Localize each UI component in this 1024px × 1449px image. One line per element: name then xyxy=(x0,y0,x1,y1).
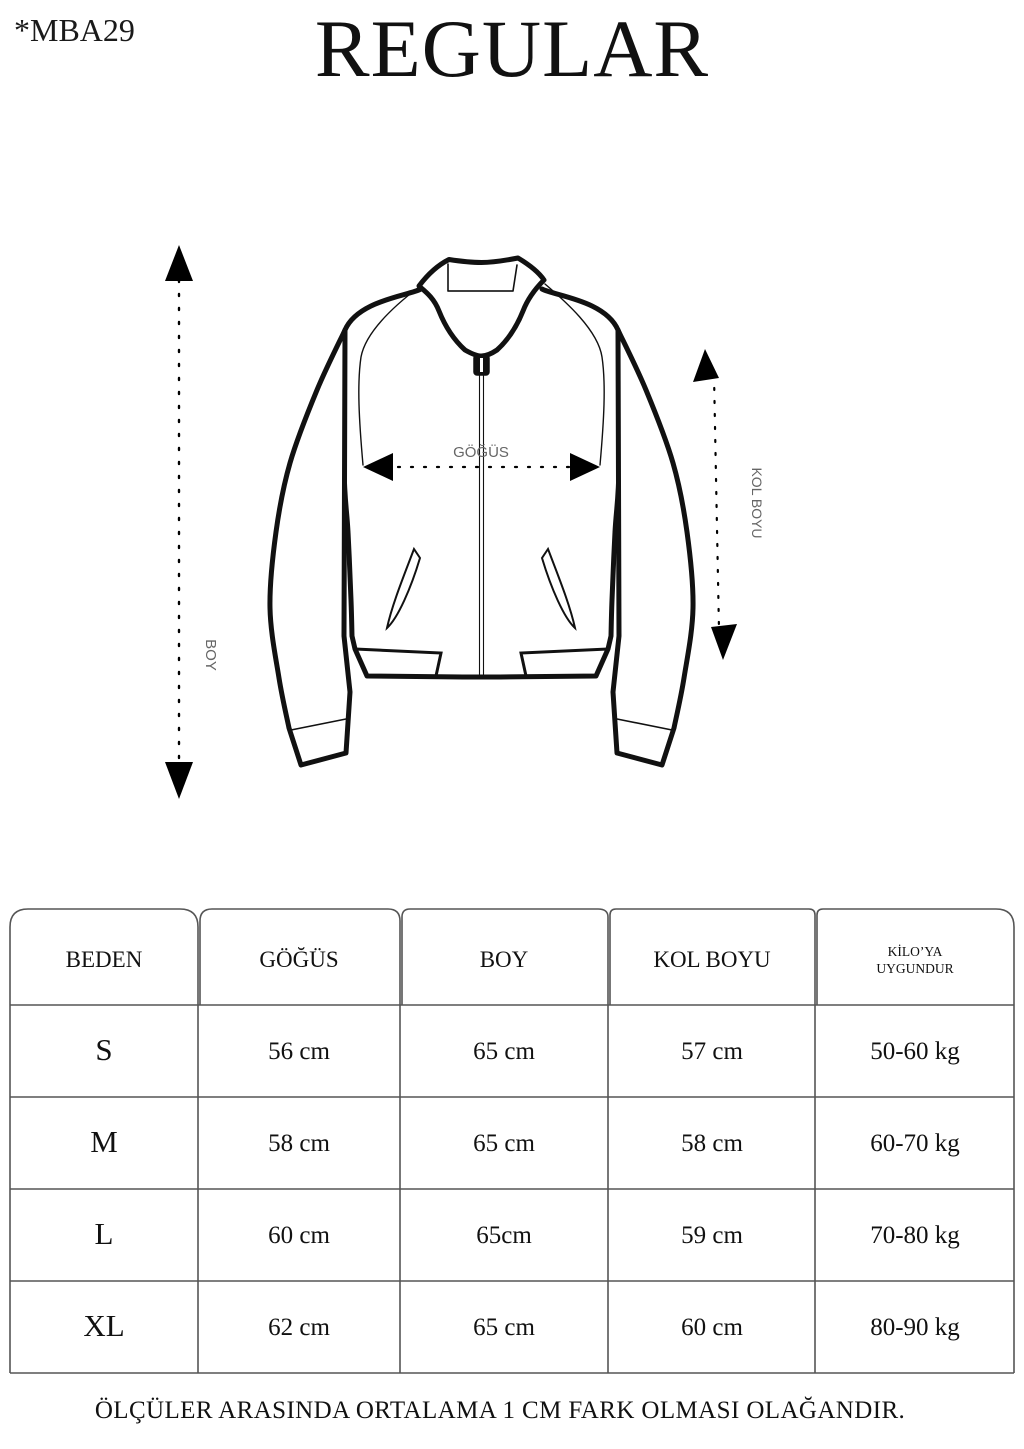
svg-text:58 cm: 58 cm xyxy=(268,1130,330,1157)
svg-text:GÖĞÜS: GÖĞÜS xyxy=(259,947,338,972)
svg-text:65cm: 65cm xyxy=(476,1222,532,1249)
svg-text:65 cm: 65 cm xyxy=(473,1130,535,1157)
svg-text:60 cm: 60 cm xyxy=(268,1222,330,1249)
svg-text:57 cm: 57 cm xyxy=(681,1038,743,1065)
svg-text:ÖLÇÜLER ARASINDA ORTALAMA 1 CM: ÖLÇÜLER ARASINDA ORTALAMA 1 CM FARK OLMA… xyxy=(95,1396,905,1424)
svg-text:S: S xyxy=(95,1032,112,1067)
svg-text:50-60 kg: 50-60 kg xyxy=(870,1038,960,1065)
svg-text:GÖĞÜS: GÖĞÜS xyxy=(453,443,509,461)
svg-text:70-80 kg: 70-80 kg xyxy=(870,1222,960,1249)
svg-text:56 cm: 56 cm xyxy=(268,1038,330,1065)
svg-text:60 cm: 60 cm xyxy=(681,1314,743,1341)
svg-text:L: L xyxy=(95,1216,114,1251)
svg-text:58 cm: 58 cm xyxy=(681,1130,743,1157)
svg-text:BOY: BOY xyxy=(202,639,219,671)
svg-text:59 cm: 59 cm xyxy=(681,1222,743,1249)
svg-text:KOL BOYU: KOL BOYU xyxy=(653,947,771,972)
svg-text:62 cm: 62 cm xyxy=(268,1314,330,1341)
svg-text:KOL BOYU: KOL BOYU xyxy=(749,467,765,538)
svg-text:KİLO’YA: KİLO’YA xyxy=(888,944,943,959)
svg-text:UYGUNDUR: UYGUNDUR xyxy=(876,961,953,976)
svg-text:BEDEN: BEDEN xyxy=(66,947,143,972)
svg-text:60-70 kg: 60-70 kg xyxy=(870,1130,960,1157)
svg-text:BOY: BOY xyxy=(480,947,529,972)
svg-text:XL: XL xyxy=(83,1308,124,1343)
svg-text:65 cm: 65 cm xyxy=(473,1314,535,1341)
svg-text:M: M xyxy=(90,1124,118,1159)
svg-text:80-90 kg: 80-90 kg xyxy=(870,1314,960,1341)
svg-text:65 cm: 65 cm xyxy=(473,1038,535,1065)
